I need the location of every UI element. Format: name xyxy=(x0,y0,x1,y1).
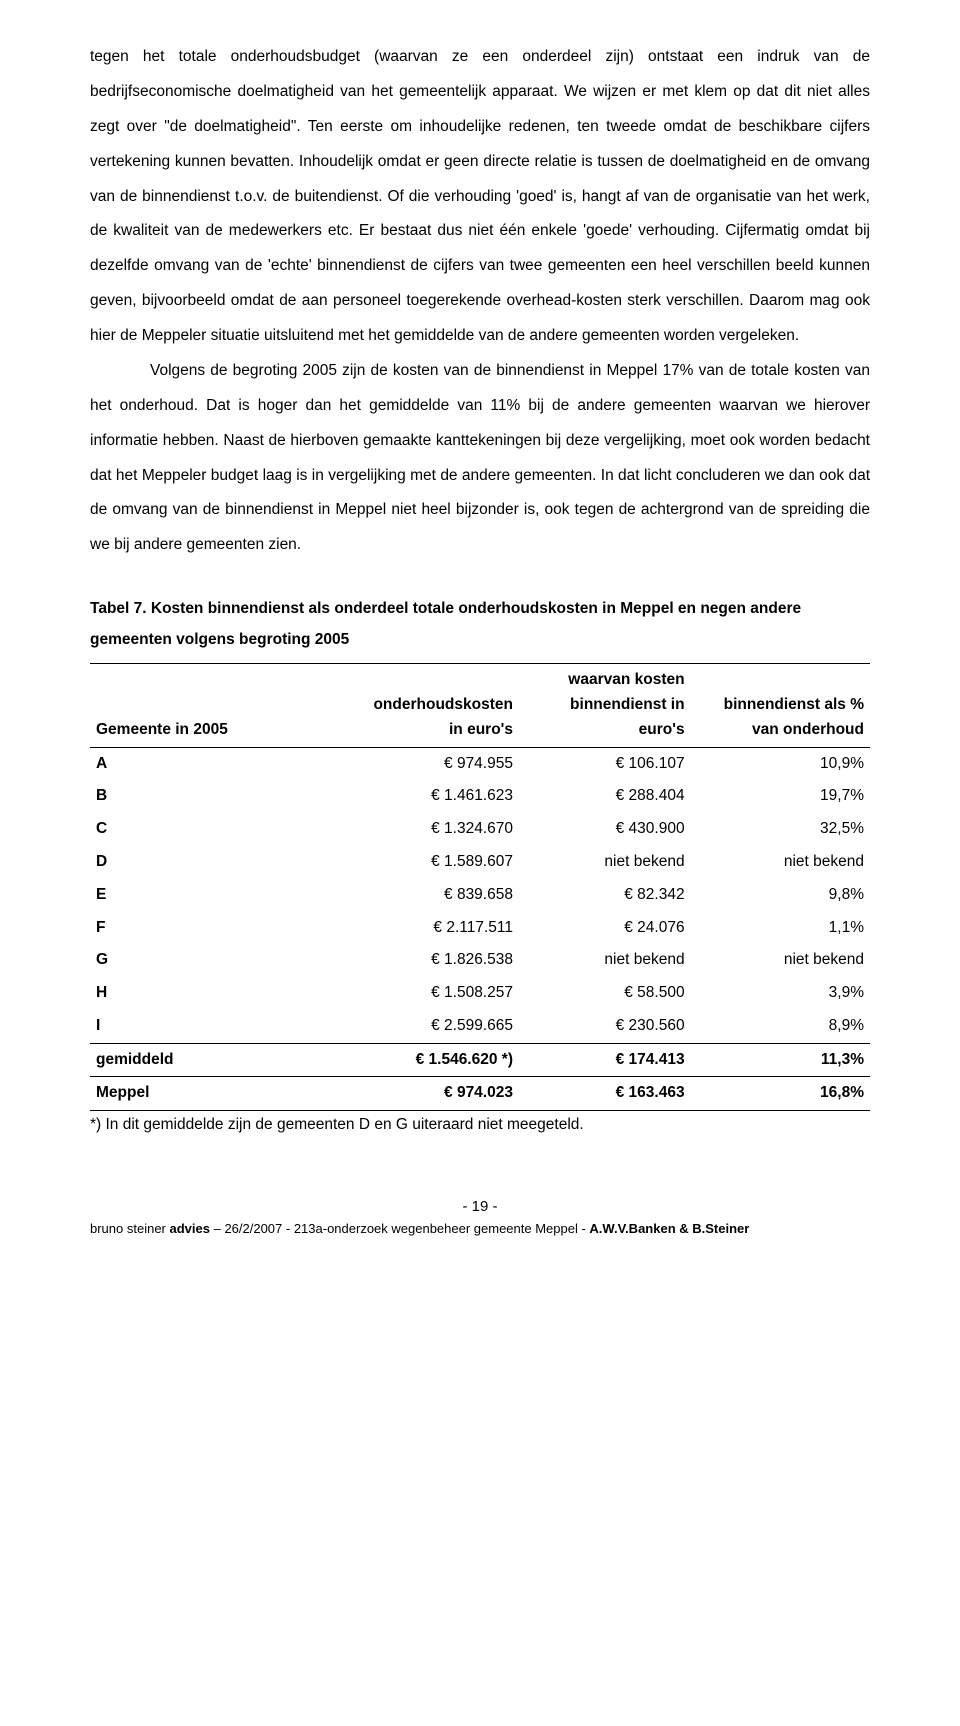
cell-onderhoudskosten: € 1.589.607 xyxy=(308,846,519,879)
cell-onderhoudskosten: € 1.461.623 xyxy=(308,780,519,813)
cell-label: A xyxy=(90,747,308,780)
cell-onderhoudskosten: € 2.117.511 xyxy=(308,912,519,945)
cell-avg-c2: € 174.413 xyxy=(519,1043,691,1077)
header-c3-line1: binnendienst als % xyxy=(724,696,864,713)
table-row: G€ 1.826.538niet bekendniet bekend xyxy=(90,944,870,977)
cell-binnendienst-pct: 10,9% xyxy=(691,747,870,780)
table-footnote: *) In dit gemiddelde zijn de gemeenten D… xyxy=(90,1113,870,1138)
cell-onderhoudskosten: € 839.658 xyxy=(308,879,519,912)
footer-middle: – 26/2/2007 - 213a-onderzoek wegenbeheer… xyxy=(210,1221,589,1236)
table-row: D€ 1.589.607niet bekendniet bekend xyxy=(90,846,870,879)
cell-binnendienst-pct: 9,8% xyxy=(691,879,870,912)
cell-binnendienst-euros: € 430.900 xyxy=(519,813,691,846)
cell-binnendienst-pct: 1,1% xyxy=(691,912,870,945)
header-gemeente-text: Gemeente in 2005 xyxy=(96,721,228,738)
header-c2-line2: binnendienst in xyxy=(570,696,685,713)
table-body: A€ 974.955€ 106.10710,9%B€ 1.461.623€ 28… xyxy=(90,747,870,1043)
cell-label: F xyxy=(90,912,308,945)
page-container: tegen het totale onderhoudsbudget (waarv… xyxy=(0,0,960,1726)
cell-label: I xyxy=(90,1010,308,1043)
footer-line: bruno steiner advies – 26/2/2007 - 213a-… xyxy=(90,1221,870,1236)
footer-authors: A.W.V.Banken & B.Steiner xyxy=(589,1221,749,1236)
header-binnendienst-euros: waarvan kosten binnendienst in euro's xyxy=(519,664,691,747)
cell-label: C xyxy=(90,813,308,846)
cell-meppel-c2: € 163.463 xyxy=(519,1077,691,1111)
table-row: I€ 2.599.665€ 230.5608,9% xyxy=(90,1010,870,1043)
cell-onderhoudskosten: € 974.955 xyxy=(308,747,519,780)
table-row-meppel: Meppel € 974.023 € 163.463 16,8% xyxy=(90,1077,870,1111)
cell-label: H xyxy=(90,977,308,1010)
cell-binnendienst-euros: € 24.076 xyxy=(519,912,691,945)
cell-onderhoudskosten: € 1.324.670 xyxy=(308,813,519,846)
footer-advies: advies xyxy=(170,1221,210,1236)
header-c3-line2: van onderhoud xyxy=(752,721,864,738)
cell-binnendienst-pct: 19,7% xyxy=(691,780,870,813)
cell-binnendienst-pct: 8,9% xyxy=(691,1010,870,1043)
header-c2-line3: euro's xyxy=(639,721,685,738)
header-c1-line2: in euro's xyxy=(449,721,513,738)
footer-prefix: bruno steiner xyxy=(90,1221,170,1236)
cell-label: E xyxy=(90,879,308,912)
cell-binnendienst-pct: niet bekend xyxy=(691,846,870,879)
cell-binnendienst-pct: 3,9% xyxy=(691,977,870,1010)
cell-binnendienst-euros: € 82.342 xyxy=(519,879,691,912)
header-c2-line1: waarvan kosten xyxy=(568,671,684,688)
cell-meppel-c3: 16,8% xyxy=(691,1077,870,1111)
table-row: F€ 2.117.511€ 24.0761,1% xyxy=(90,912,870,945)
cell-avg-c3: 11,3% xyxy=(691,1043,870,1077)
table-header-row: Gemeente in 2005 onderhoudskosten in eur… xyxy=(90,664,870,747)
data-table: Gemeente in 2005 onderhoudskosten in eur… xyxy=(90,663,870,1111)
cell-binnendienst-pct: niet bekend xyxy=(691,944,870,977)
cell-onderhoudskosten: € 1.508.257 xyxy=(308,977,519,1010)
paragraph-1: tegen het totale onderhoudsbudget (waarv… xyxy=(90,40,870,354)
cell-binnendienst-pct: 32,5% xyxy=(691,813,870,846)
header-onderhoudskosten: onderhoudskosten in euro's xyxy=(308,664,519,747)
cell-binnendienst-euros: niet bekend xyxy=(519,846,691,879)
table-row: E€ 839.658€ 82.3429,8% xyxy=(90,879,870,912)
cell-onderhoudskosten: € 2.599.665 xyxy=(308,1010,519,1043)
cell-avg-label: gemiddeld xyxy=(90,1043,308,1077)
table-row: C€ 1.324.670€ 430.90032,5% xyxy=(90,813,870,846)
header-gemeente: Gemeente in 2005 xyxy=(90,664,308,747)
cell-binnendienst-euros: niet bekend xyxy=(519,944,691,977)
cell-label: D xyxy=(90,846,308,879)
cell-binnendienst-euros: € 58.500 xyxy=(519,977,691,1010)
paragraph-2: Volgens de begroting 2005 zijn de kosten… xyxy=(90,354,870,563)
cell-meppel-c1: € 974.023 xyxy=(308,1077,519,1111)
cell-binnendienst-euros: € 106.107 xyxy=(519,747,691,780)
cell-avg-c1: € 1.546.620 *) xyxy=(308,1043,519,1077)
cell-onderhoudskosten: € 1.826.538 xyxy=(308,944,519,977)
cell-label: G xyxy=(90,944,308,977)
cell-meppel-label: Meppel xyxy=(90,1077,308,1111)
table-row: H€ 1.508.257€ 58.5003,9% xyxy=(90,977,870,1010)
page-number: - 19 - xyxy=(90,1198,870,1215)
table-row: A€ 974.955€ 106.10710,9% xyxy=(90,747,870,780)
table-row-gemiddeld: gemiddeld € 1.546.620 *) € 174.413 11,3% xyxy=(90,1043,870,1077)
table-row: B€ 1.461.623€ 288.40419,7% xyxy=(90,780,870,813)
cell-binnendienst-euros: € 288.404 xyxy=(519,780,691,813)
cell-label: B xyxy=(90,780,308,813)
header-c1-line1: onderhoudskosten xyxy=(373,696,513,713)
header-binnendienst-pct: binnendienst als % van onderhoud xyxy=(691,664,870,747)
table-title: Tabel 7. Kosten binnendienst als onderde… xyxy=(90,593,870,655)
cell-binnendienst-euros: € 230.560 xyxy=(519,1010,691,1043)
